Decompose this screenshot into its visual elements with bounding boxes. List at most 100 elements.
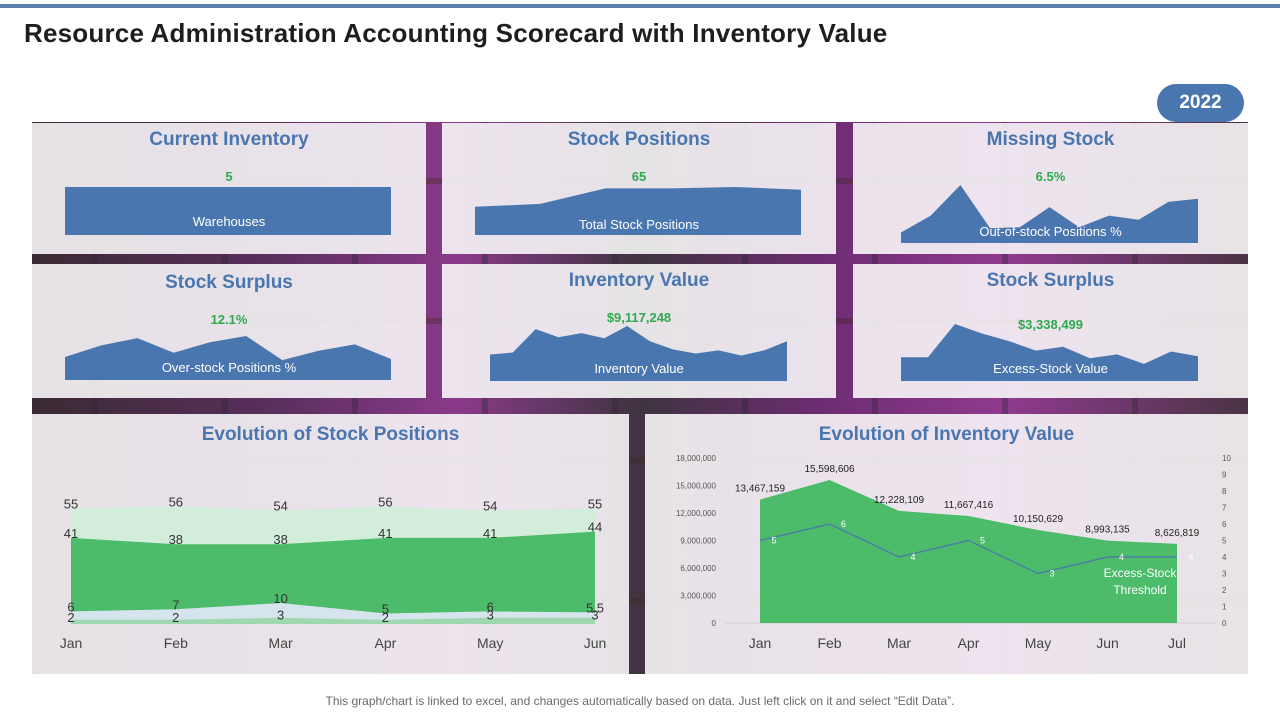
kpi-label: Over-stock Positions % — [161, 360, 297, 375]
data-label: 5.5 — [586, 600, 604, 615]
kpi-card-current-inventory: Current Inventory 5 Warehouses — [32, 123, 426, 254]
y-tick-right: 8 — [1222, 487, 1227, 496]
sparkline-area — [65, 336, 391, 380]
data-label: 41 — [64, 526, 78, 541]
y-tick-right: 4 — [1222, 553, 1227, 562]
kpi-sparkline — [901, 324, 1198, 381]
kpi-card-stock-positions: Stock Positions 65 Total Stock Positions — [442, 123, 836, 254]
y-tick-right: 2 — [1222, 586, 1227, 595]
data-label: 41 — [483, 526, 497, 541]
kpi-card-stock-surplus-value: Stock Surplus $3,338,499 Excess-Stock Va… — [853, 264, 1248, 398]
y-tick-left: 6,000,000 — [680, 564, 716, 573]
value-label: 8,626,819 — [1155, 528, 1200, 539]
x-tick-label: May — [477, 635, 503, 651]
data-label: 41 — [378, 526, 392, 541]
data-label: 6 — [67, 599, 74, 614]
top-accent-line — [0, 4, 1280, 8]
inventory-value-chart-card: Evolution of Inventory Value 0 3,000,000 6… — [645, 414, 1248, 674]
threshold-point-label: 3 — [1049, 569, 1054, 579]
y-tick-left: 15,000,000 — [676, 482, 717, 491]
data-label: 3 — [487, 608, 494, 623]
value-label: 8,993,135 — [1085, 525, 1130, 536]
kpi-label: Out-of-stock Positions % — [979, 224, 1122, 239]
kpi-title: Inventory Value — [568, 270, 710, 291]
data-label: 3 — [591, 608, 598, 623]
annotation-label: Threshold — [1113, 583, 1166, 597]
threshold-point-label: 4 — [1188, 552, 1193, 562]
y-tick-right: 9 — [1222, 471, 1227, 480]
stock-positions-chart-card: Evolution of Stock Positions 2 2 3 2 3 3 6 7 10 5… — [32, 414, 629, 674]
x-tick-label: Jul — [1168, 635, 1186, 651]
kpi-title: Missing Stock — [986, 129, 1115, 150]
sparkline-area — [901, 324, 1198, 381]
y-tick-left: 0 — [712, 619, 717, 628]
inventory-value-chart[interactable]: 03,000,0006,000,0009,000,00012,000,00015… — [645, 414, 1248, 674]
x-tick-label: Jun — [1096, 635, 1119, 651]
x-tick-label: Mar — [887, 635, 911, 651]
y-tick-right: 7 — [1222, 504, 1227, 513]
y-tick-right: 3 — [1222, 570, 1227, 579]
kpi-title: Stock Surplus — [986, 270, 1115, 291]
threshold-point-label: 4 — [910, 552, 915, 562]
x-tick-label: Feb — [817, 635, 841, 651]
data-label: 6 — [487, 599, 494, 614]
data-label: 2 — [67, 610, 74, 625]
footnote: This graph/chart is linked to excel, and… — [325, 694, 955, 708]
area-series-3 — [71, 531, 595, 624]
x-tick-label: Feb — [164, 635, 188, 651]
page-title: Resource Administration Accounting Score… — [24, 18, 888, 48]
kpi-value: $3,338,499 — [1017, 317, 1084, 332]
kpi-value: 6.5% — [1035, 169, 1066, 184]
sparkline-area — [65, 187, 391, 235]
threshold-point-label: 5 — [771, 536, 776, 546]
kpi-value: $9,117,248 — [606, 310, 672, 325]
data-label: 7 — [172, 597, 179, 612]
kpi-label: Total Stock Positions — [579, 217, 699, 232]
kpi-sparkline — [901, 185, 1198, 243]
kpi-card-missing-stock: Missing Stock 6.5% Out-of-stock Position… — [853, 123, 1248, 254]
kpi-card-inventory-value: Inventory Value $9,117,248 Inventory Val… — [442, 264, 836, 398]
year-badge[interactable]: 2022 — [1157, 84, 1244, 122]
kpi-title: Current Inventory — [149, 129, 309, 150]
value-label: 10,150,629 — [1013, 514, 1063, 525]
x-tick-label: May — [1025, 635, 1051, 651]
chart-title: Evolution of Inventory Value — [818, 424, 1075, 445]
y-tick-right: 6 — [1222, 520, 1227, 529]
sparkline-area — [901, 185, 1198, 243]
value-label: 11,667,416 — [944, 500, 994, 511]
kpi-label: Inventory Value — [594, 361, 684, 376]
sparkline-area — [490, 326, 787, 381]
data-label: 55 — [588, 497, 602, 512]
kpi-sparkline — [490, 326, 787, 381]
data-label: 55 — [64, 497, 78, 512]
kpi-value: 65 — [631, 169, 647, 184]
data-label: 56 — [169, 494, 183, 509]
threshold-line — [759, 523, 1177, 575]
data-label: 54 — [483, 499, 497, 514]
data-label: 38 — [273, 532, 287, 547]
kpi-title: Stock Positions — [567, 129, 711, 150]
chart-title: Evolution of Stock Positions — [201, 424, 460, 445]
x-tick-label: Jan — [749, 635, 772, 651]
y-tick-left: 18,000,000 — [676, 454, 717, 463]
inventory-value-area — [760, 480, 1177, 623]
data-label: 56 — [378, 494, 392, 509]
value-label: 12,228,109 — [874, 495, 924, 506]
annotation-label: Excess-Stock — [1104, 566, 1178, 580]
x-tick-label: Mar — [269, 635, 293, 651]
area-series-1 — [71, 617, 595, 624]
data-label: 54 — [273, 499, 287, 514]
data-label: 2 — [172, 610, 179, 625]
kpi-sparkline — [65, 187, 391, 235]
value-label: 15,598,606 — [804, 464, 854, 475]
x-tick-label: Jan — [60, 635, 83, 651]
kpi-title: Stock Surplus — [165, 272, 293, 293]
data-label: 2 — [382, 610, 389, 625]
value-label: 13,467,159 — [735, 484, 785, 495]
y-tick-right: 1 — [1222, 603, 1227, 612]
y-tick-right: 10 — [1222, 454, 1231, 463]
data-label: 3 — [277, 608, 284, 623]
sparkline-area — [475, 187, 801, 235]
x-tick-label: Apr — [958, 635, 980, 651]
